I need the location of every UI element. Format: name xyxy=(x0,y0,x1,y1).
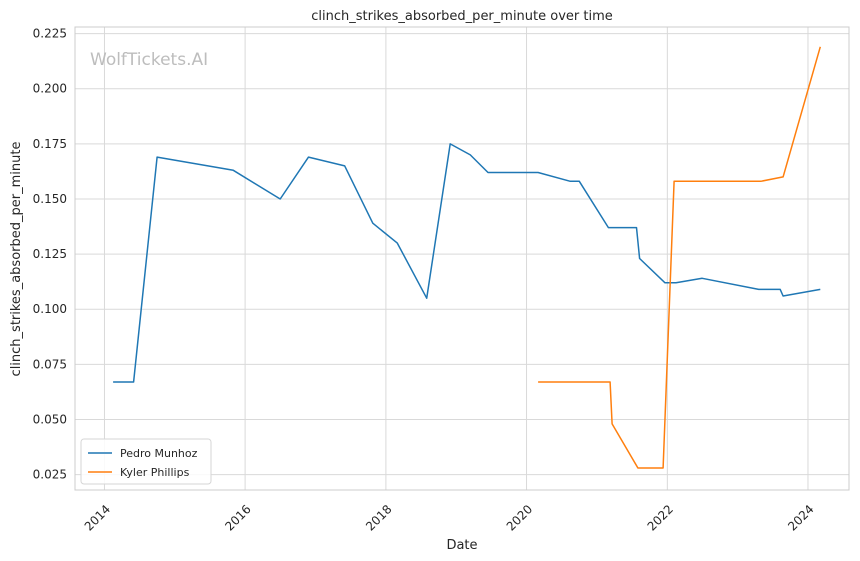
y-tick-label: 0.125 xyxy=(33,247,67,261)
series-line-kyler-phillips xyxy=(538,46,822,469)
y-tick-label: 0.200 xyxy=(33,82,67,96)
y-tick-label: 0.225 xyxy=(33,27,67,41)
watermark: WolfTickets.AI xyxy=(90,50,208,70)
plot-frame xyxy=(74,26,850,491)
chart-title: clinch_strikes_absorbed_per_minute over … xyxy=(311,9,613,24)
y-tick-label: 0.075 xyxy=(33,357,67,371)
legend-label-pedro-munhoz: Pedro Munhoz xyxy=(120,447,198,460)
legend: Pedro Munhoz Kyler Phillips xyxy=(80,438,212,485)
series-layer xyxy=(113,46,822,469)
y-tick-labels: 0.025 0.050 0.075 0.100 0.125 0.150 0.175 0.200… xyxy=(33,27,67,482)
legend-box xyxy=(80,438,212,485)
y-tick-label: 0.100 xyxy=(33,302,67,316)
y-axis-label: clinch_strikes_absorbed_per_minute xyxy=(9,142,24,377)
y-tick-label: 0.150 xyxy=(33,192,67,206)
y-tick-label: 0.175 xyxy=(33,137,67,151)
x-axis-label: Date xyxy=(446,538,477,553)
y-tick-label: 0.050 xyxy=(33,412,67,426)
grid xyxy=(75,27,849,490)
legend-label-kyler-phillips: Kyler Phillips xyxy=(120,466,190,479)
series-line-pedro-munhoz xyxy=(113,143,821,383)
y-tick-label: 0.025 xyxy=(33,468,67,482)
